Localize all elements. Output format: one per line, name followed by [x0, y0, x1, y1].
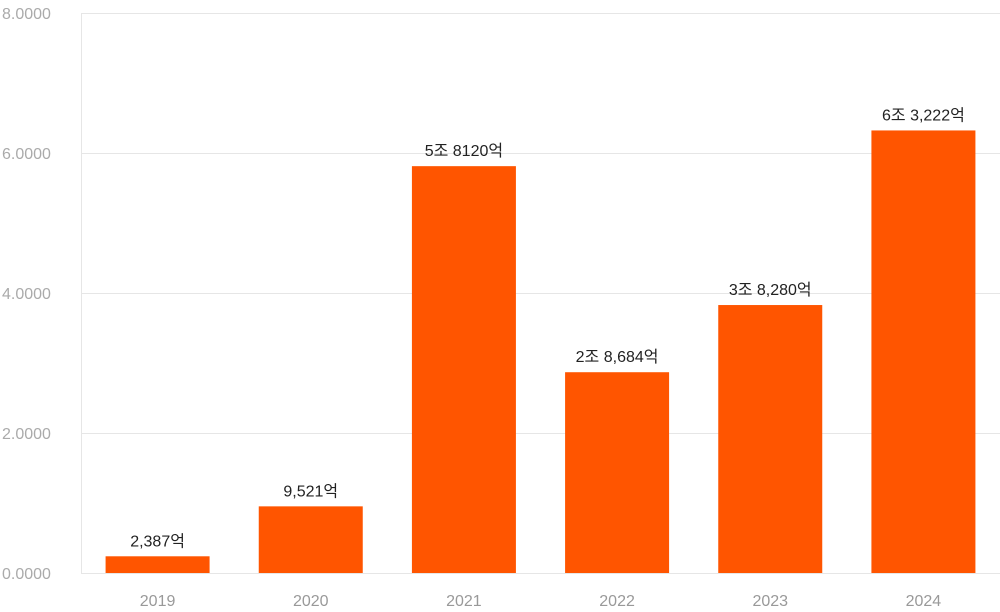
x-tick-label: 2019 [140, 593, 176, 610]
bar [871, 130, 976, 574]
bar [565, 372, 670, 573]
x-axis-ticks: 2019 2020 2021 2022 2023 2024 [140, 593, 942, 610]
x-tick-label: 2023 [752, 593, 788, 610]
data-label: 5조 8120억 [425, 142, 503, 160]
bar [105, 556, 210, 573]
bar [718, 305, 823, 573]
data-label: 2,387억 [130, 532, 185, 550]
data-label: 2조 8,684억 [576, 348, 659, 366]
data-label: 6조 3,222억 [882, 106, 965, 124]
x-tick-label: 2022 [599, 593, 635, 610]
x-tick-label: 2021 [446, 593, 482, 610]
data-label: 9,521억 [283, 482, 338, 500]
y-tick-label: 4.0000 [2, 286, 51, 303]
data-labels: 2,387억 9,521억 5조 8120억 2조 8,684억 3조 8,280억 6조… [130, 106, 965, 550]
bar [411, 166, 516, 573]
bars [105, 130, 976, 574]
x-tick-label: 2020 [293, 593, 329, 610]
gridlines [81, 13, 1000, 574]
y-tick-label: 0.0000 [2, 566, 51, 583]
bar [258, 506, 363, 573]
x-tick-label: 2024 [906, 593, 942, 610]
data-label: 3조 8,280억 [729, 281, 812, 299]
y-tick-label: 6.0000 [2, 146, 51, 163]
y-tick-label: 2.0000 [2, 426, 51, 443]
y-tick-label: 8.0000 [2, 6, 51, 23]
y-axis-ticks: 0.0000 2.0000 4.0000 6.0000 8.0000 [2, 6, 51, 583]
